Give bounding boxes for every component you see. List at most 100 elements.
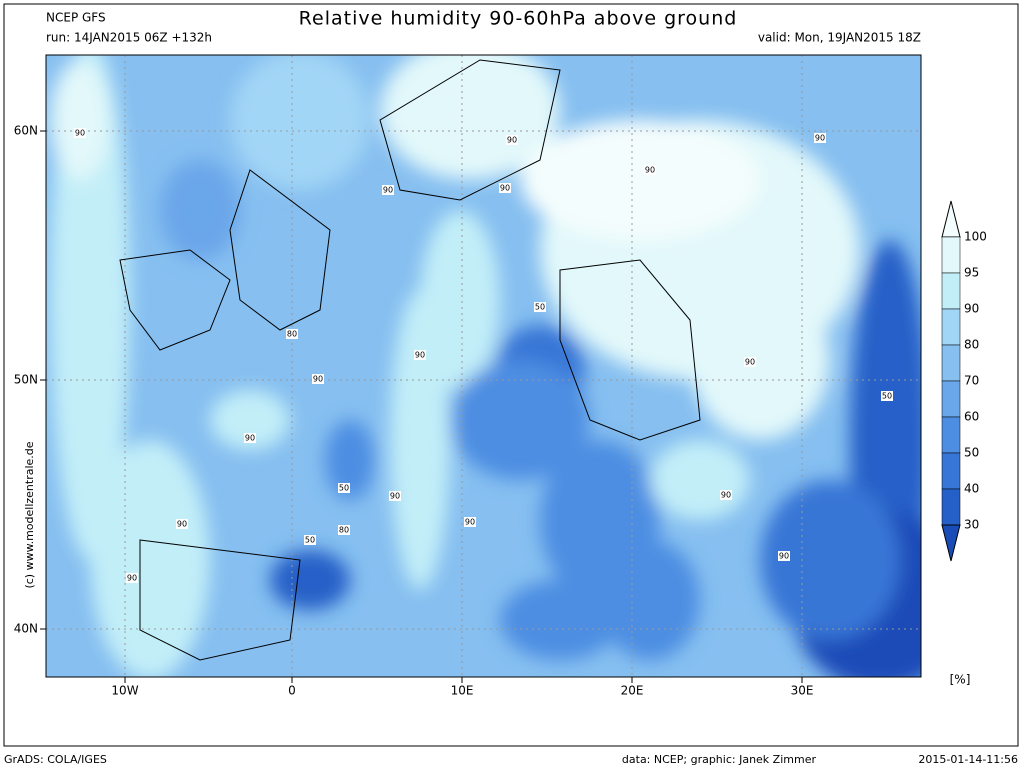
- map-border: [45, 54, 922, 678]
- colorbar-band: [941, 344, 961, 382]
- colorbar-label: 50: [964, 446, 979, 460]
- humidity-area: [50, 55, 130, 560]
- colorbar-band: [941, 380, 961, 418]
- contour-label: 90: [507, 136, 517, 145]
- contour-label: 80: [339, 526, 349, 535]
- graticule: [46, 55, 921, 677]
- colorbar-band: [941, 416, 961, 454]
- colorbar-label: 70: [964, 374, 979, 388]
- contour-label-box: [304, 535, 316, 545]
- humidity-area: [210, 390, 290, 450]
- humidity-field: [50, 55, 921, 677]
- humidity-area: [160, 160, 240, 260]
- contour-label: 90: [465, 518, 475, 527]
- colorbar-label: 60: [964, 410, 979, 424]
- contour-label: 50: [535, 303, 545, 312]
- contour-label-box: [499, 183, 511, 193]
- lat-label: 40N: [14, 622, 38, 636]
- contour-label-box: [74, 128, 86, 138]
- contour-label-box: [176, 519, 188, 529]
- contour-label: 80: [287, 330, 297, 339]
- colorbar-label: 100: [964, 230, 987, 244]
- contour-label-box: [720, 490, 732, 500]
- contour-label-box: [464, 517, 476, 527]
- colorbar-label: 30: [964, 518, 979, 532]
- humidity-area: [325, 420, 375, 500]
- contour-label-box: [338, 483, 350, 493]
- contour-label-box: [389, 491, 401, 501]
- colorbar: 100 95 90 80 70 60 50 40 30: [941, 200, 987, 562]
- lon-label: 10W: [111, 684, 138, 698]
- run: run: 14JAN2015 06Z +132h: [46, 31, 212, 45]
- colorbar-label: 80: [964, 338, 979, 352]
- humidity-area: [390, 290, 450, 590]
- frame: [3, 3, 1019, 747]
- contour-label-box: [244, 433, 256, 443]
- contour-label: 90: [313, 375, 323, 384]
- contour-label: 90: [390, 492, 400, 501]
- contour-label-box: [312, 374, 324, 384]
- map: 90 90 90 90 90 90 50 80 90 90 90 50 90 50 90 90 90 80 90 50…: [46, 55, 921, 677]
- contour-label: 50: [882, 392, 892, 401]
- contour-label-box: [881, 391, 893, 401]
- contour-labels: 90 90 90 90 90 90 50 80 90 90 90 50 90 50 90 90 90 80 90 50…: [74, 128, 893, 583]
- contour-label-box: [414, 350, 426, 360]
- colorbar-band: [941, 272, 961, 310]
- contour-label-box: [534, 302, 546, 312]
- humidity-area: [100, 580, 160, 660]
- humidity-area: [760, 480, 900, 640]
- colorbar-label: 95: [964, 266, 979, 280]
- humidity-area: [50, 60, 110, 180]
- coastlines: [119, 59, 701, 661]
- contour-label: 90: [645, 166, 655, 175]
- lon-label: 0: [288, 684, 296, 698]
- colorbar-top: [941, 200, 961, 238]
- credit: data: NCEP; graphic: Janek Zimmer: [622, 753, 817, 766]
- contour-label: 90: [779, 552, 789, 561]
- colorbar-label: 40: [964, 482, 979, 496]
- humidity-area: [380, 55, 560, 180]
- colorbar-label: 90: [964, 302, 979, 316]
- contour-label: 90: [721, 491, 731, 500]
- contour-label: 90: [415, 351, 425, 360]
- contour-label: 50: [339, 484, 349, 493]
- contour-label-box: [286, 329, 298, 339]
- contour-label: 90: [75, 129, 85, 138]
- contour-label-box: [338, 525, 350, 535]
- lat-label: 50N: [14, 373, 38, 387]
- title: Relative humidity 90-60hPa above ground: [299, 8, 738, 30]
- lat-label: 60N: [14, 124, 38, 138]
- contour-label: 90: [500, 184, 510, 193]
- contour-label: 90: [815, 134, 825, 143]
- colorbar-band: [941, 488, 961, 526]
- contour-label-box: [382, 185, 394, 195]
- watermark: (c) www.modellzentrale.de: [23, 441, 36, 588]
- contour-label: 90: [127, 574, 137, 583]
- colorbar-band: [941, 236, 961, 274]
- contour-label: 90: [383, 186, 393, 195]
- humidity-area: [270, 550, 350, 610]
- humidity-area: [500, 580, 620, 660]
- contour-label: 90: [245, 434, 255, 443]
- humidity-area: [600, 540, 700, 660]
- contour-label-box: [778, 551, 790, 561]
- unit: [%]: [950, 673, 971, 687]
- software: GrADS: COLA/IGES: [4, 753, 107, 766]
- colorbar-band: [941, 308, 961, 346]
- axes: 60N 50N 40N 10W 0 10E 20E 30E: [14, 124, 814, 698]
- contour-label-box: [744, 357, 756, 367]
- contour-label: 50: [305, 536, 315, 545]
- humidity-area: [230, 55, 370, 190]
- lon-label: 20E: [621, 684, 644, 698]
- contour-label: 90: [745, 358, 755, 367]
- model: NCEP GFS: [46, 11, 106, 25]
- contour-label-box: [126, 573, 138, 583]
- contour-label-box: [644, 165, 656, 175]
- timestamp: 2015-01-14-11:56: [918, 753, 1018, 766]
- contour-label-box: [814, 133, 826, 143]
- humidity-area: [690, 280, 830, 440]
- lon-label: 10E: [451, 684, 474, 698]
- humidity-area: [450, 360, 590, 480]
- humidity-area: [650, 440, 750, 520]
